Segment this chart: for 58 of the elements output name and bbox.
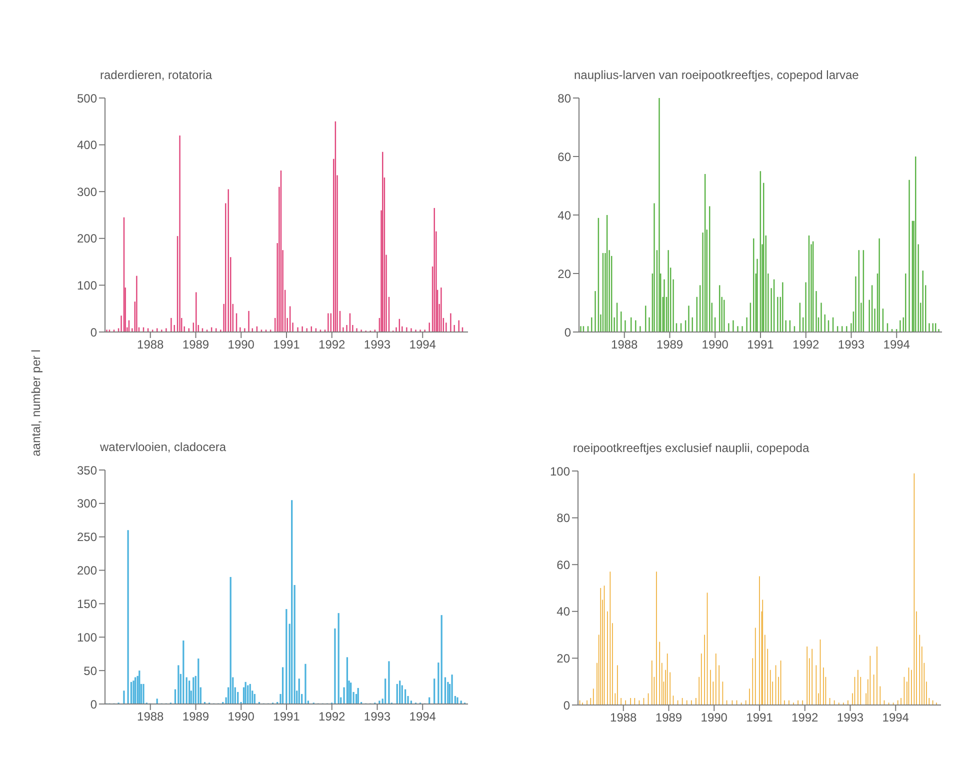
y-tick-label: 0 xyxy=(564,325,572,340)
y-tick-label: 400 xyxy=(76,138,98,152)
y-tick-label: 500 xyxy=(76,91,98,106)
x-tick-label: 1989 xyxy=(182,338,210,352)
x-tick-label: 1993 xyxy=(836,710,864,725)
x-tick-label: 1992 xyxy=(792,710,819,725)
x-tick-label: 1990 xyxy=(702,338,729,352)
x-tick-label: 1993 xyxy=(838,338,865,352)
x-tick-label: 1990 xyxy=(700,710,728,725)
x-tick-label: 1993 xyxy=(364,338,391,352)
y-tick-label: 20 xyxy=(556,651,570,666)
chart-title: roeipootkreeftjes exclusief nauplii, copepoda xyxy=(573,441,810,455)
y-tick-label: 80 xyxy=(556,511,570,526)
x-tick-label: 1990 xyxy=(228,338,255,352)
y-tick-label: 250 xyxy=(76,530,98,544)
x-tick-label: 1990 xyxy=(228,710,255,724)
y-tick-label: 0 xyxy=(90,325,98,340)
y-tick-label: 50 xyxy=(84,664,98,678)
y-tick-label: 20 xyxy=(558,266,572,281)
chart-title: raderdieren, rotatoria xyxy=(100,68,212,82)
chart-title: nauplius-larven van roeipootkreeftjes, copepod larvae xyxy=(574,68,859,82)
x-tick-label: 1994 xyxy=(409,710,436,724)
y-tick-label: 300 xyxy=(76,496,98,511)
y-tick-label: 150 xyxy=(76,596,98,611)
y-tick-label: 200 xyxy=(76,232,98,246)
y-tick-label: 80 xyxy=(558,91,572,106)
chart-title: watervlooien, cladocera xyxy=(100,440,226,454)
x-tick-label: 1994 xyxy=(882,710,910,725)
x-tick-label: 1994 xyxy=(883,338,910,352)
x-tick-label: 1988 xyxy=(137,338,164,352)
y-tick-label: 200 xyxy=(76,564,98,578)
x-tick-label: 1988 xyxy=(137,710,164,724)
y-tick-label: 300 xyxy=(76,184,98,199)
x-tick-label: 1991 xyxy=(747,338,774,352)
x-tick-label: 1991 xyxy=(746,710,774,725)
x-tick-label: 1991 xyxy=(273,710,300,724)
x-tick-label: 1992 xyxy=(792,338,820,352)
y-tick-label: 350 xyxy=(76,463,98,478)
y-tick-label: 60 xyxy=(558,150,572,164)
x-tick-label: 1989 xyxy=(656,338,684,352)
x-tick-label: 1988 xyxy=(611,338,638,352)
x-tick-label: 1992 xyxy=(318,710,346,724)
x-tick-label: 1989 xyxy=(655,710,682,725)
y-tick-label: 100 xyxy=(550,464,570,478)
y-tick-label: 100 xyxy=(76,278,98,292)
y-tick-label: 100 xyxy=(76,630,98,644)
x-tick-label: 1992 xyxy=(318,338,346,352)
y-tick-label: 60 xyxy=(556,558,570,572)
x-tick-label: 1993 xyxy=(364,710,391,724)
x-tick-label: 1988 xyxy=(610,710,638,725)
x-tick-label: 1991 xyxy=(273,338,300,352)
y-tick-label: 0 xyxy=(90,697,98,712)
x-tick-label: 1989 xyxy=(182,710,210,724)
y-tick-label: 40 xyxy=(558,208,572,222)
y-tick-label: 40 xyxy=(556,604,570,619)
y-axis-title: aantal, number per l xyxy=(29,350,43,456)
x-tick-label: 1994 xyxy=(409,338,436,352)
y-tick-label: 0 xyxy=(563,698,570,712)
